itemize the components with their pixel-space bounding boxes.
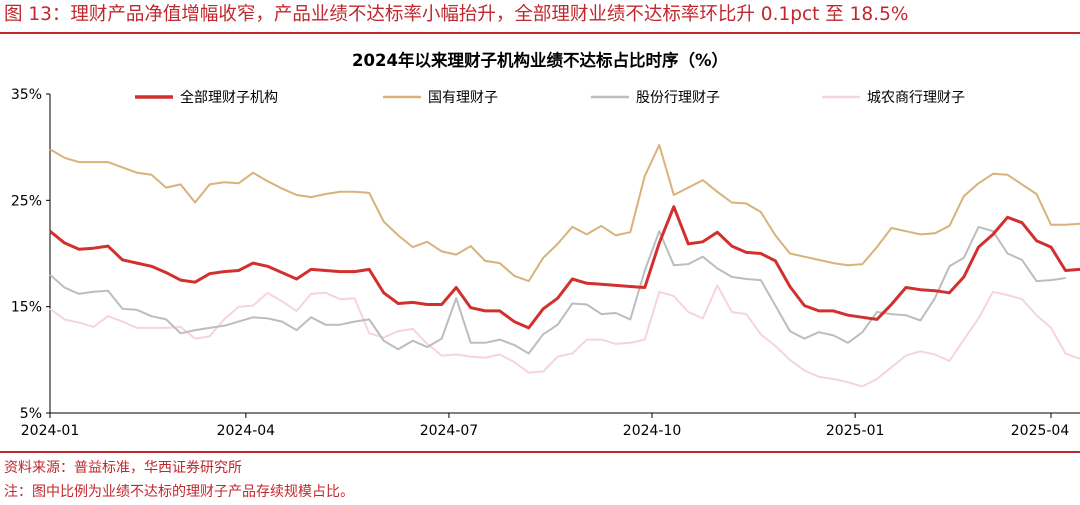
- legend-label: 股份行理财子: [636, 90, 720, 106]
- chart-title: 2024年以来理财子机构业绩不达标占比时序（%）: [352, 50, 728, 70]
- series-line-1: [49, 144, 1080, 283]
- x-tick-label: 2024-10: [623, 423, 682, 439]
- chart-legend: 全部理财子机构 国有理财子 股份行理财子 城农商行理财子: [135, 89, 965, 106]
- x-tick-label: 2024-04: [217, 423, 276, 439]
- series-line-3: [49, 284, 1080, 388]
- legend-label: 国有理财子: [428, 90, 498, 106]
- y-tick-label: 25%: [11, 193, 42, 209]
- x-tick-label: 2024-01: [21, 423, 80, 439]
- y-tick-label: 5%: [20, 406, 42, 422]
- footer-divider: [0, 451, 1080, 453]
- source-note: 资料来源：普益标准，华西证券研究所: [4, 460, 242, 476]
- chart-axes: 35% 25% 15% 5%2024-01 2024-04 2024-07 2024-10 2…: [11, 87, 1080, 439]
- y-tick-label: 15%: [11, 300, 42, 316]
- legend-label: 城农商行理财子: [867, 90, 965, 106]
- series-line-2: [49, 225, 1066, 355]
- x-tick-label: 2025-01: [826, 423, 885, 439]
- series-line-0: [49, 205, 1080, 330]
- series-lines: [49, 144, 1080, 388]
- line-chart: 2024年以来理财子机构业绩不达标占比时序（%） 全部理财子机构 国有理财子 股份行…: [11, 50, 1080, 439]
- footnote: 注：图中比例为业绩不达标的理财子产品存续规模占比。: [4, 484, 354, 500]
- x-tick-label: 2025-04: [1011, 423, 1070, 439]
- header-divider: [0, 32, 1080, 34]
- legend-label: 全部理财子机构: [180, 89, 278, 106]
- x-tick-label: 2024-07: [420, 423, 479, 439]
- y-tick-label: 35%: [11, 87, 42, 103]
- figure-title: 图 13：理财产品净值增幅收窄，产品业绩不达标率小幅抬升，全部理财业绩不达标率环…: [4, 4, 909, 25]
